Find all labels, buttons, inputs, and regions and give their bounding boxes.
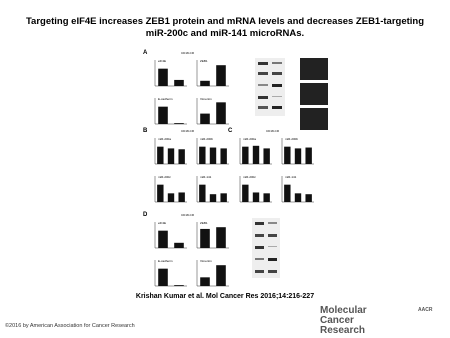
bar xyxy=(158,230,168,248)
chart-title: Vimentin xyxy=(200,259,212,263)
bar xyxy=(216,227,226,248)
bar xyxy=(158,68,168,86)
bar xyxy=(158,106,168,124)
bar xyxy=(305,194,312,202)
chart-title: miR-200a xyxy=(243,137,256,141)
bar xyxy=(158,268,168,286)
bar xyxy=(220,193,227,202)
bar xyxy=(174,123,184,124)
chart-title: ZEB1 xyxy=(200,221,208,225)
panel-heading: CD18-CR xyxy=(266,129,280,133)
chart-title: eIF4E xyxy=(158,59,166,63)
bar xyxy=(174,285,184,286)
bar xyxy=(209,147,217,164)
panel-label: A xyxy=(143,50,148,56)
journal-logo: Molecular Cancer Research xyxy=(320,305,367,336)
bar xyxy=(216,265,226,286)
bar xyxy=(216,65,226,86)
panel-label: B xyxy=(143,128,148,134)
slide-title: Targeting eIF4E increases ZEB1 protein a… xyxy=(25,16,425,39)
citation: Krishan Kumar et al. Mol Cancer Res 2016… xyxy=(135,293,315,300)
bar xyxy=(216,102,226,124)
chart-title: miR-200c xyxy=(158,175,171,179)
bar xyxy=(242,184,249,202)
bar xyxy=(284,184,291,202)
bar xyxy=(284,146,291,164)
bar xyxy=(199,184,206,202)
bar xyxy=(200,228,210,248)
bar xyxy=(305,147,312,164)
chart-title: E-cadherin xyxy=(158,97,173,101)
chart-title: E-cadherin xyxy=(158,259,173,263)
chart-title: Vimentin xyxy=(200,97,212,101)
bar xyxy=(200,277,210,286)
bar xyxy=(200,80,210,86)
chart-title: eIF4E xyxy=(158,221,166,225)
bar xyxy=(220,148,227,164)
bar xyxy=(263,148,270,164)
copyright: ©2016 by American Association for Cancer… xyxy=(5,323,135,329)
chart-title: miR-200a xyxy=(158,137,171,141)
bar xyxy=(178,192,185,202)
publisher-logo: AACR xyxy=(418,307,433,313)
bar xyxy=(294,193,302,202)
bar xyxy=(157,146,164,164)
bar xyxy=(252,192,260,202)
chart-title: miR-141 xyxy=(200,175,212,179)
bar xyxy=(209,194,217,202)
bar xyxy=(167,148,175,164)
chart-title: miR-200b xyxy=(285,137,298,141)
chart-title: ZEB1 xyxy=(200,59,208,63)
panel-heading: CD18-CR xyxy=(181,129,195,133)
blot-d xyxy=(252,218,280,278)
bar xyxy=(294,148,302,164)
bar xyxy=(242,146,249,164)
blot-a xyxy=(255,58,285,116)
bar xyxy=(167,193,175,202)
bar xyxy=(174,79,184,86)
chart-title: miR-200b xyxy=(200,137,213,141)
panel-heading: CD18-CR xyxy=(181,51,195,55)
bar xyxy=(252,145,260,164)
micrographs xyxy=(300,58,328,130)
chart-title: miR-141 xyxy=(285,175,297,179)
bar xyxy=(200,113,210,124)
panel-label: C xyxy=(228,128,233,134)
chart-title: miR-200c xyxy=(243,175,256,179)
bar xyxy=(157,184,164,202)
bar xyxy=(174,242,184,248)
panel-label: D xyxy=(143,212,148,218)
bar xyxy=(263,193,270,202)
panel-heading: CD18-CR xyxy=(181,213,195,217)
bar xyxy=(199,146,206,164)
bar xyxy=(178,149,185,164)
